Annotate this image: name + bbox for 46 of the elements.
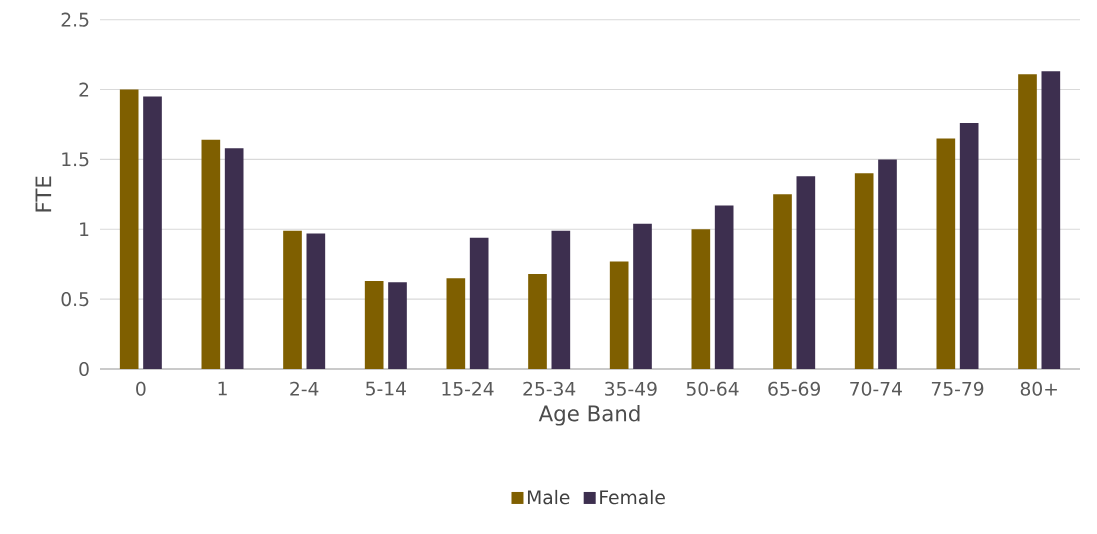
x-tick-label: 15-24: [442, 381, 494, 396]
bar: [446, 278, 466, 369]
bar: [528, 273, 547, 369]
x-tick-label: 70-74: [850, 381, 902, 396]
bar: [1018, 74, 1037, 369]
bar: [469, 237, 489, 369]
x-tick-label: 0: [136, 381, 146, 396]
x-tick-label: 35-49: [605, 381, 657, 396]
y-tick-label: 2: [79, 82, 89, 97]
bar: [388, 282, 407, 369]
y-tick-label: 0.5: [61, 292, 89, 307]
y-tick-label: 0: [79, 361, 89, 377]
bar: [119, 89, 139, 369]
y-tick-label: 1.5: [62, 152, 89, 167]
x-tick-label: 1: [218, 381, 227, 396]
bar: [691, 229, 711, 369]
x-tick-label: 25-34: [523, 381, 576, 396]
y-axis-title: FTE: [35, 176, 52, 212]
x-tick-label: 2-4: [290, 381, 319, 396]
bar: [714, 205, 734, 369]
x-axis-title: Age Band: [538, 404, 640, 426]
bar: [143, 96, 162, 369]
bar: [854, 173, 874, 369]
bar: [306, 233, 326, 369]
bar: [283, 230, 302, 369]
legend-label: Female: [600, 489, 665, 505]
y-tick-label: 2.5: [61, 12, 89, 27]
bar: [633, 223, 652, 369]
x-tick-label: 65-69: [768, 381, 820, 396]
x-tick-label: 80+: [1020, 381, 1057, 396]
y-tick-label: 1: [80, 222, 89, 237]
x-tick-label: 75-79: [931, 381, 984, 396]
legend-label: Male: [527, 489, 570, 505]
bar: [609, 261, 629, 369]
bar: [959, 123, 979, 369]
bar: [1041, 71, 1061, 369]
bar: [796, 176, 816, 369]
bar: [773, 194, 792, 369]
bar: [878, 159, 897, 369]
bar: [551, 230, 571, 369]
bar: [364, 280, 384, 369]
x-tick-label: 5-14: [366, 381, 406, 396]
bar: [201, 139, 221, 369]
x-tick-label: 50-64: [686, 381, 739, 396]
bar: [224, 148, 244, 369]
bar: [936, 138, 956, 369]
